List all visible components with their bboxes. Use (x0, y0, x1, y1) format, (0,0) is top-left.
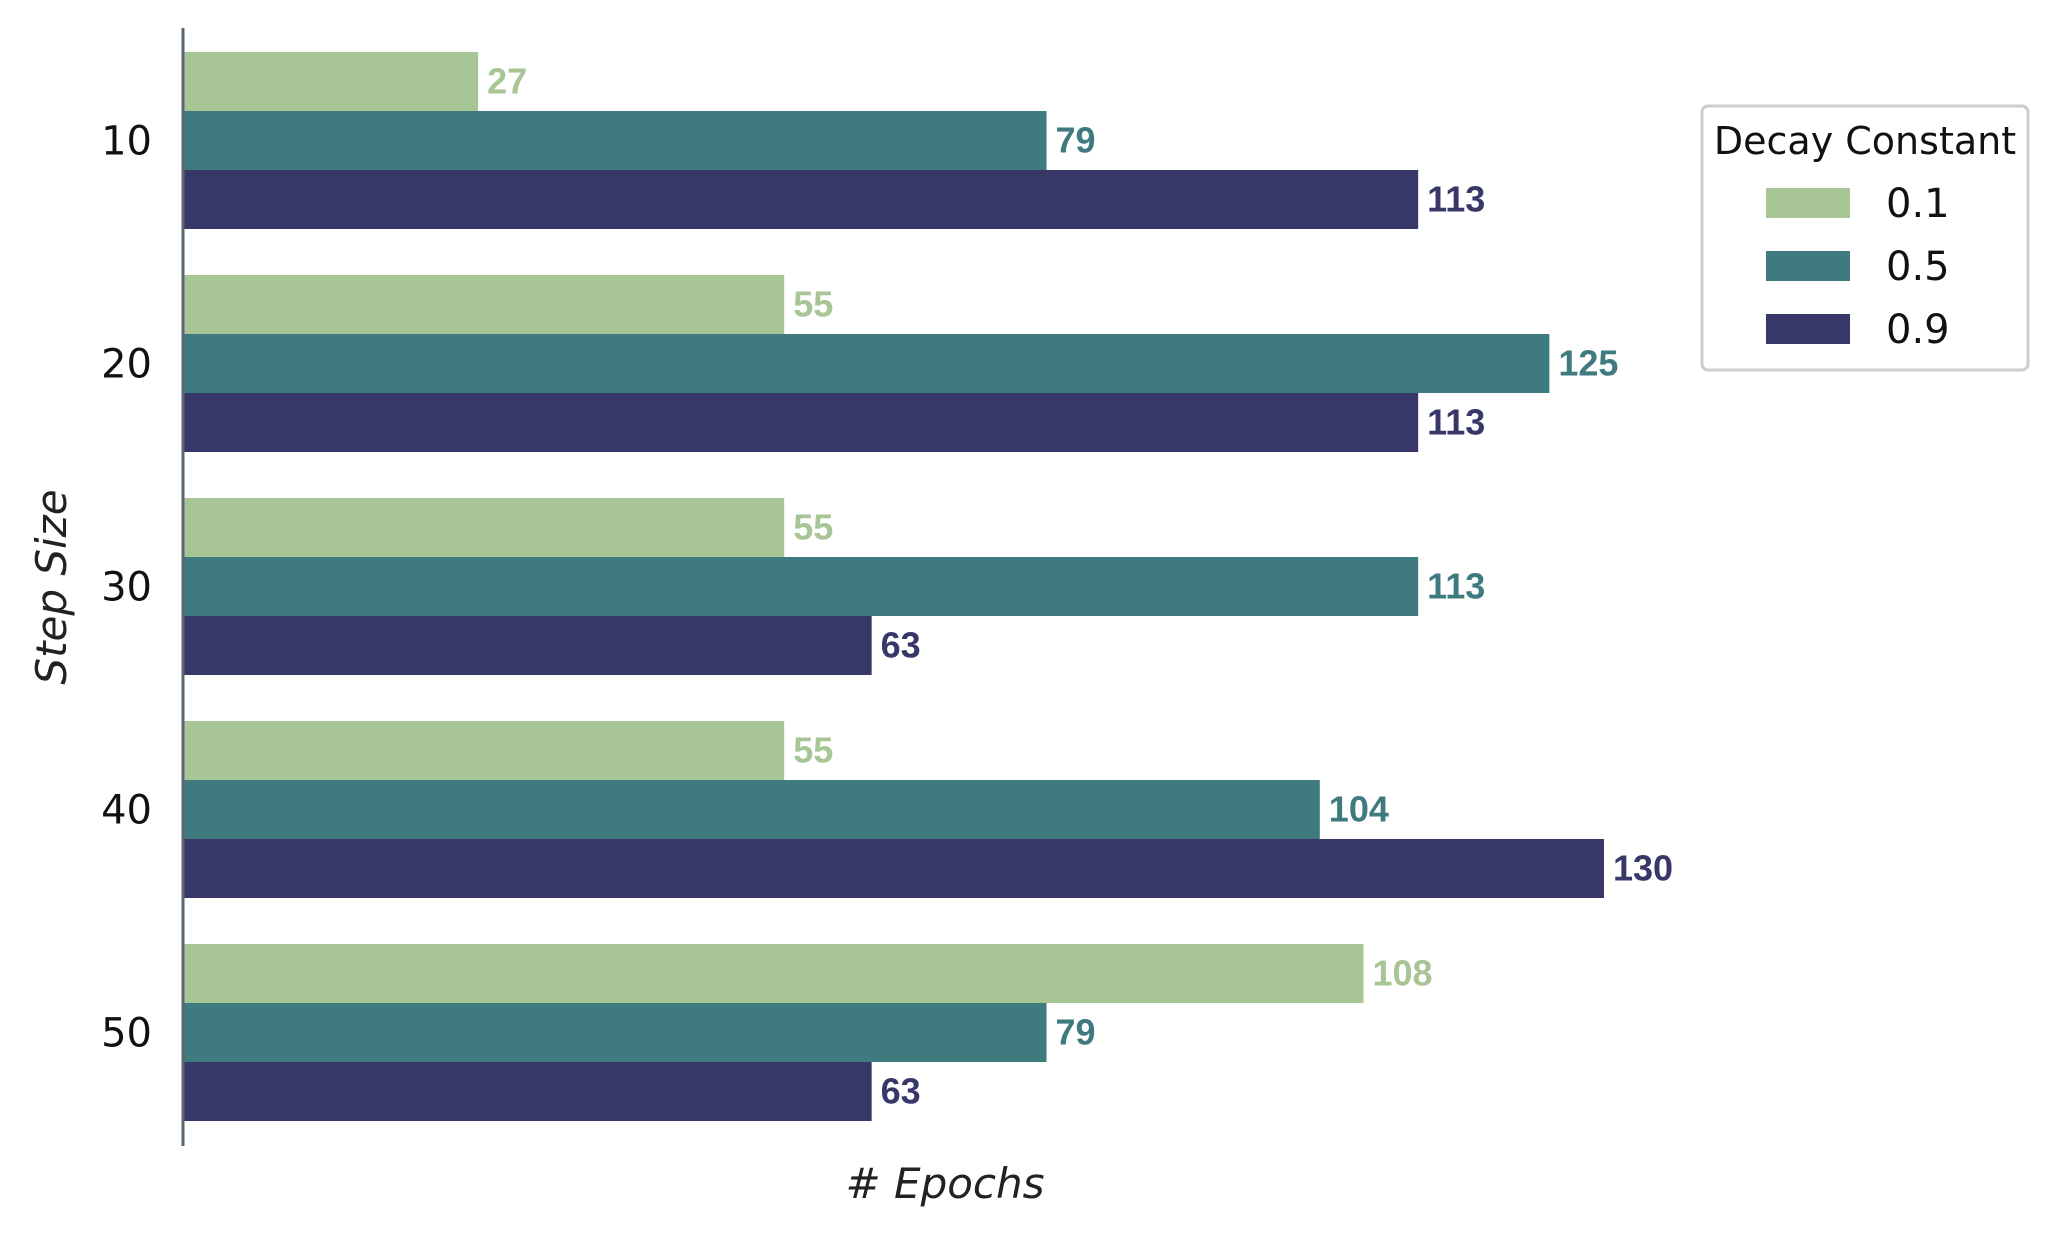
y-tick-label-30: 30 (101, 565, 152, 611)
data-label-50-0.1: 108 (1373, 953, 1433, 994)
bar-40-0.9 (183, 839, 1604, 898)
data-label-10-0.9: 113 (1427, 179, 1485, 220)
y-tick-label-50: 50 (101, 1011, 152, 1057)
data-label-30-0.9: 63 (881, 625, 921, 666)
data-label-40-0.9: 130 (1613, 848, 1673, 889)
bar-30-0.9 (183, 616, 872, 675)
x-axis-title: # Epochs (845, 1159, 1044, 1208)
bar-20-0.9 (183, 393, 1419, 452)
data-label-30-0.1: 55 (793, 507, 833, 548)
bars-layer (183, 52, 1604, 1121)
data-label-20-0.1: 55 (793, 284, 833, 325)
bar-10-0.9 (183, 170, 1419, 229)
data-label-40-0.1: 55 (793, 730, 833, 771)
bar-20-0.1 (183, 275, 785, 334)
y-tick-label-20: 20 (101, 342, 152, 388)
bar-50-0.1 (183, 944, 1364, 1003)
legend-swatch-0.5 (1766, 251, 1850, 281)
data-label-20-0.5: 125 (1558, 343, 1618, 384)
data-label-50-0.9: 63 (881, 1071, 921, 1112)
data-label-20-0.9: 113 (1427, 402, 1485, 443)
data-label-50-0.5: 79 (1056, 1012, 1096, 1053)
data-label-10-0.5: 79 (1056, 120, 1096, 161)
bar-40-0.1 (183, 721, 785, 780)
data-label-10-0.1: 27 (487, 61, 527, 102)
y-tick-label-10: 10 (101, 119, 152, 165)
legend-title: Decay Constant (1714, 119, 2016, 163)
legend-entries: 0.1 0.5 0.9 (1766, 181, 1950, 353)
legend-label-0.9: 0.9 (1886, 307, 1950, 353)
bar-50-0.9 (183, 1062, 872, 1121)
bar-30-0.1 (183, 498, 785, 557)
data-label-40-0.5: 104 (1329, 789, 1389, 830)
bar-40-0.5 (183, 780, 1320, 839)
legend-swatch-0.9 (1766, 314, 1850, 344)
bar-20-0.5 (183, 334, 1550, 393)
legend-swatch-0.1 (1766, 188, 1850, 218)
y-tick-label-40: 40 (101, 788, 152, 834)
bar-50-0.5 (183, 1003, 1047, 1062)
legend-label-0.1: 0.1 (1886, 181, 1950, 227)
y-axis-title: Step Size (27, 489, 76, 684)
legend: Decay Constant 0.1 0.5 0.9 (1700, 104, 2030, 372)
legend-label-0.5: 0.5 (1886, 244, 1950, 290)
data-labels-layer: 27 79 113 55 125 113 55 113 63 55 104 130 108 79 63 (487, 61, 1673, 1112)
data-label-30-0.5: 113 (1427, 566, 1485, 607)
bar-10-0.5 (183, 111, 1047, 170)
y-tick-labels: 10 20 30 40 50 (101, 119, 152, 1057)
bar-30-0.5 (183, 557, 1419, 616)
bar-10-0.1 (183, 52, 479, 111)
legend-frame (1700, 104, 2030, 372)
